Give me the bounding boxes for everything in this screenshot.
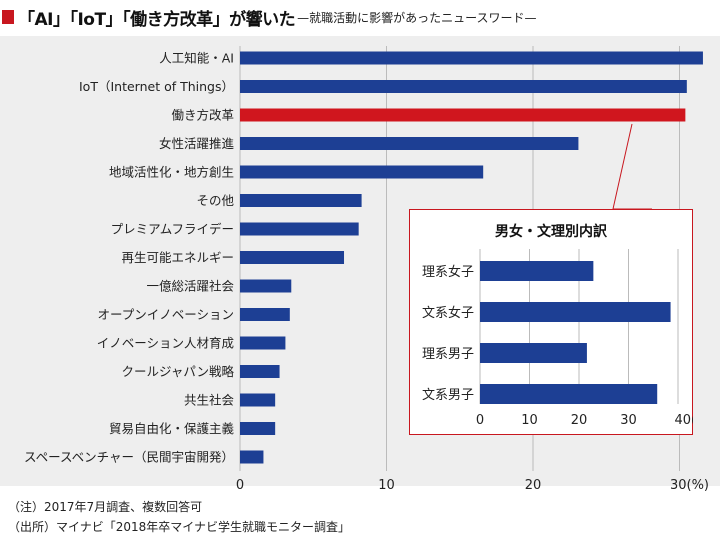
inset-bar — [480, 384, 658, 404]
inset-x-tick-label: 30 — [620, 413, 637, 428]
chart-title: 「AI」「IoT」「働き方改革」が響いた — [18, 9, 296, 30]
bar — [240, 336, 286, 350]
title-marker-icon — [2, 10, 14, 24]
bar — [240, 108, 686, 122]
inset-category-label: 理系女子 — [422, 264, 474, 280]
inset-x-tick-label: 10 — [521, 413, 538, 428]
x-tick-label: 20 — [525, 478, 542, 493]
inset-bar — [480, 261, 594, 281]
category-label: その他 — [196, 193, 234, 208]
category-label: 人工知能・AI — [159, 51, 234, 66]
source-note: （出所）マイナビ「2018年卒マイナビ学生就職モニター調査」 — [8, 520, 351, 534]
bar — [240, 251, 345, 264]
x-tick-label: 10 — [378, 478, 395, 493]
category-label: スペースベンチャー（民間宇宙開発） — [24, 450, 234, 465]
bar — [240, 365, 280, 378]
footnote: （注）2017年7月調査、複数回答可 — [8, 500, 203, 514]
bar — [240, 51, 703, 65]
inset-category-label: 文系男子 — [422, 388, 474, 403]
bar — [240, 393, 276, 407]
bar — [240, 450, 264, 464]
inset-category-label: 文系女子 — [422, 305, 474, 321]
inset-x-tick-label: 0 — [476, 413, 484, 428]
category-label: IoT（Internet of Things） — [79, 79, 234, 94]
bar — [240, 308, 290, 321]
x-tick-label: 0 — [236, 478, 244, 493]
category-label: 一億総活躍社会 — [146, 279, 234, 294]
inset-bar — [480, 343, 587, 363]
bar — [240, 279, 292, 293]
chart-subtitle: —就職活動に影響があったニュースワード— — [297, 10, 537, 25]
callout-line — [612, 123, 652, 210]
title-row: 「AI」「IoT」「働き方改革」が響いた —就職活動に影響があったニュースワード… — [0, 0, 720, 34]
inset-bar — [480, 302, 671, 322]
category-label: イノベーション人材育成 — [97, 336, 234, 351]
category-label: 貿易自由化・保護主義 — [109, 421, 235, 436]
x-tick-label: 30(%) — [670, 478, 709, 493]
bar — [240, 165, 484, 179]
inset-title: 男女・文理別内訳 — [495, 223, 608, 240]
inset-x-tick-label: 20 — [571, 413, 588, 428]
category-label: 共生社会 — [184, 393, 235, 408]
bar — [240, 194, 362, 207]
bar — [240, 422, 276, 435]
category-label: プレミアムフライデー — [111, 222, 234, 237]
category-label: 女性活躍推進 — [159, 136, 235, 151]
category-label: 地域活性化・地方創生 — [109, 165, 234, 180]
category-label: 再生可能エネルギー — [121, 250, 234, 265]
bar — [240, 80, 687, 93]
category-label: クールジャパン戦略 — [121, 364, 234, 379]
inset-category-label: 理系男子 — [422, 347, 474, 362]
bar — [240, 137, 579, 150]
category-label: 働き方改革 — [171, 108, 234, 123]
category-label: オープンイノベーション — [97, 307, 234, 322]
inset-x-tick-label: 40(%) — [674, 413, 693, 428]
bar — [240, 222, 359, 236]
